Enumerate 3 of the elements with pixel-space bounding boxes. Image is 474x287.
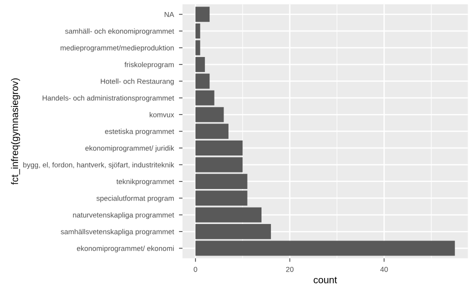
y-axis-title: fct_infreq(gymnasiegrov): [10, 78, 20, 185]
bar: [195, 240, 455, 256]
x-axis-title: count: [314, 276, 337, 284]
